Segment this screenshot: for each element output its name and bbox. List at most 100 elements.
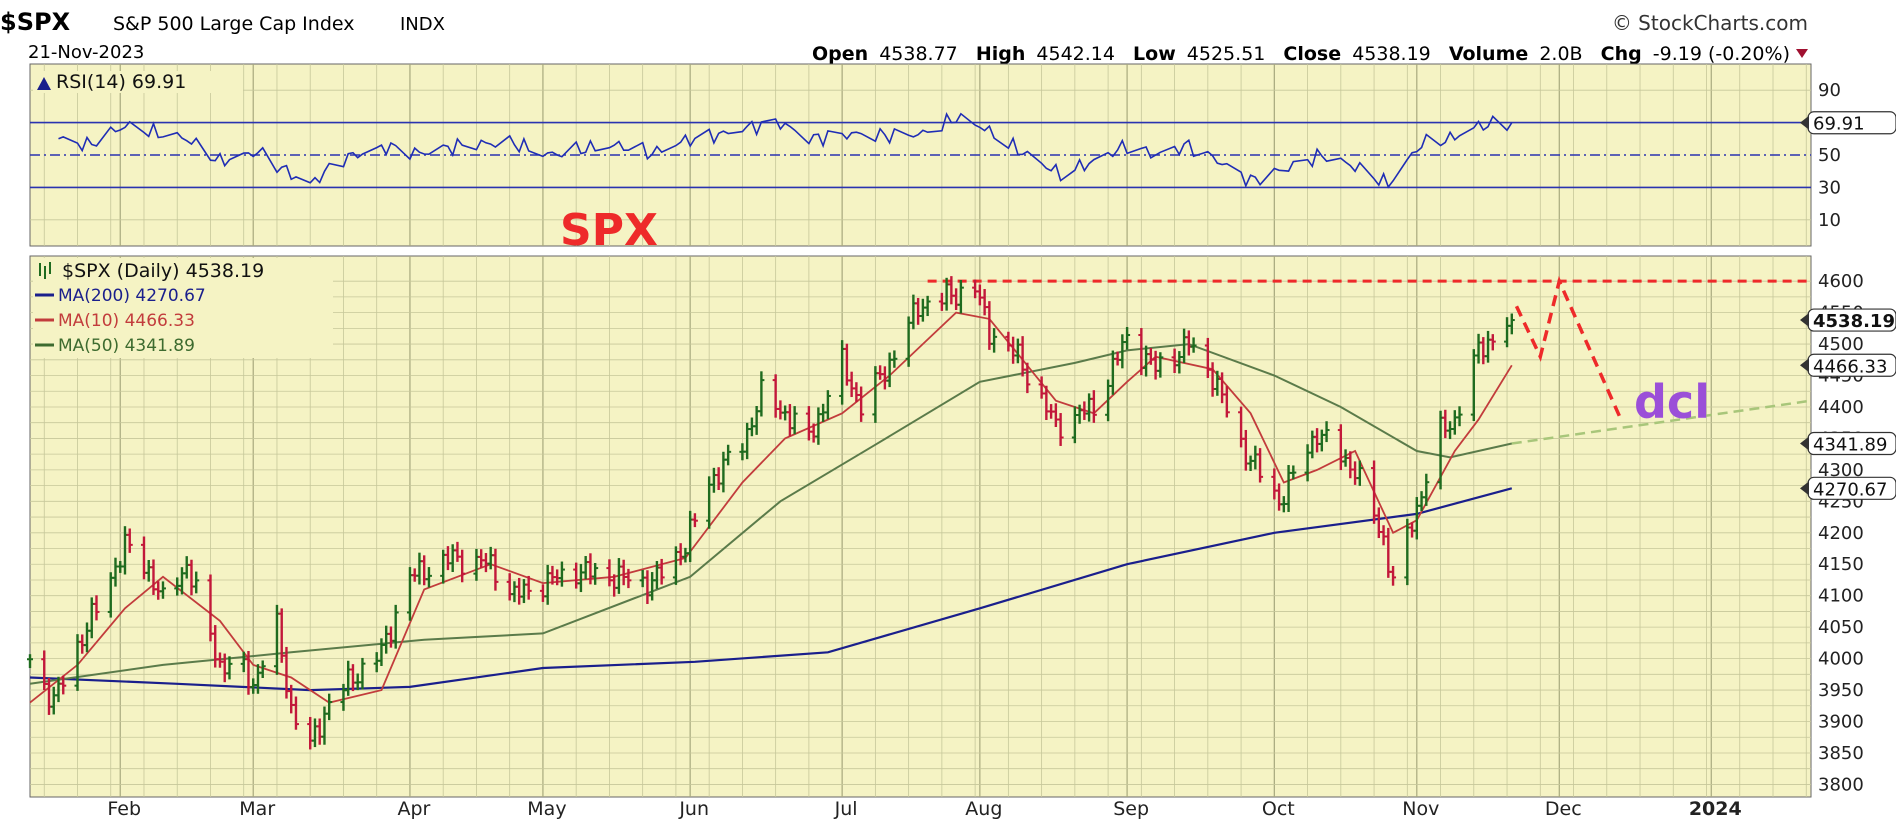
volume-label: Volume — [1449, 43, 1528, 65]
rsi-tick-label: 10 — [1818, 210, 1841, 231]
price-bar — [392, 604, 399, 649]
projection-path — [1514, 275, 1623, 421]
close-label: Close — [1283, 43, 1341, 65]
x-tick-label: Nov — [1402, 798, 1439, 819]
price-bar — [1090, 390, 1097, 423]
price-bar — [525, 575, 532, 600]
value-badges: 69.91 4538.19 4466.33 4341.89 4270.67 — [1800, 111, 1896, 500]
rsi-tick-label: 50 — [1818, 145, 1841, 166]
price-bar — [1157, 352, 1164, 378]
price-bar — [292, 696, 299, 730]
volume-value: 2.0B — [1539, 43, 1582, 65]
price-bar — [1190, 337, 1197, 353]
x-tick-label: Dec — [1545, 798, 1582, 819]
rsi-line — [58, 112, 1513, 189]
rsi-legend: RSI(14) 69.91 — [56, 71, 186, 93]
rsi-y-axis: 10 30 50 90 — [1818, 80, 1841, 231]
rsi-badge: 69.91 — [1813, 114, 1865, 135]
price-bar — [1489, 334, 1496, 351]
ohlc-line: Open 4538.77 High 4542.14 Low 4525.51 Cl… — [812, 43, 1790, 65]
ma10-line — [29, 311, 1513, 704]
price-tick-label: 4500 — [1818, 334, 1864, 355]
price-bar — [1323, 421, 1330, 443]
price-bar — [425, 567, 432, 588]
price-tick-label: 3850 — [1818, 743, 1864, 764]
exchange: INDX — [400, 14, 445, 35]
price-bar — [592, 563, 599, 585]
price-bar — [625, 568, 632, 589]
chg-label: Chg — [1601, 43, 1642, 65]
price-bar — [891, 350, 898, 368]
index-name: S&P 500 Large Cap Index — [113, 13, 355, 35]
price-y-axis: 3800385039003950400040504100415042004250… — [1818, 271, 1864, 795]
price-badge: 4341.89 — [1813, 435, 1887, 456]
price-tick-label: 4000 — [1818, 649, 1864, 670]
price-bar — [1356, 460, 1363, 486]
price-bar — [824, 390, 831, 420]
rsi-tick-label: 90 — [1818, 80, 1841, 101]
ma50-line — [29, 343, 1513, 685]
down-arrow-icon — [1796, 49, 1808, 58]
x-tick-label: Jul — [834, 798, 858, 819]
rsi-badge-pointer — [1800, 115, 1809, 130]
price-bar — [791, 406, 798, 435]
x-tick-label: Mar — [239, 798, 275, 819]
price-badge-pointer — [1800, 313, 1809, 328]
legend-ma10: MA(10) 4466.33 — [58, 311, 195, 331]
price-bar — [691, 513, 698, 528]
price-bars — [27, 276, 1515, 750]
x-tick-label: May — [527, 798, 566, 819]
price-bar — [991, 328, 998, 353]
price-bar — [459, 549, 466, 583]
dcl-annotation: dcl — [1634, 375, 1710, 429]
x-tick-label: Oct — [1262, 798, 1295, 819]
price-badge: 4466.33 — [1813, 356, 1887, 377]
price-tick-label: 4600 — [1818, 271, 1864, 292]
low-label: Low — [1133, 43, 1176, 65]
price-bar — [558, 561, 565, 587]
price-bar — [1124, 327, 1131, 350]
price-bar — [1223, 385, 1230, 418]
price-tick-label: 4150 — [1818, 554, 1864, 575]
price-bar — [658, 558, 665, 585]
price-tick-label: 3950 — [1818, 680, 1864, 701]
price-tick-label: 4400 — [1818, 397, 1864, 418]
rsi-tick-label: 30 — [1818, 177, 1841, 198]
ma200-line — [29, 487, 1513, 692]
x-tick-label: Aug — [965, 798, 1002, 819]
price-bar — [924, 295, 931, 317]
x-tick-label: Apr — [398, 798, 431, 819]
low-value: 4525.51 — [1187, 43, 1266, 65]
x-tick-label: Feb — [107, 798, 141, 819]
price-bar — [1024, 362, 1031, 394]
price-bar — [27, 654, 33, 669]
price-tick-label: 4300 — [1818, 460, 1864, 481]
price-bar — [126, 528, 133, 553]
price-bar — [60, 675, 67, 695]
price-legend: $SPX (Daily) 4538.19 MA(200) 4270.67 MA(… — [35, 260, 264, 356]
date: 21-Nov-2023 — [28, 42, 144, 63]
price-tick-label: 4100 — [1818, 586, 1864, 607]
price-bar — [1290, 465, 1297, 480]
x-tick-label: 2024 — [1689, 798, 1742, 819]
spx-annotation: SPX — [560, 205, 658, 256]
x-axis: Feb Mar Apr May Jun Jul Aug Sep Oct Nov Dec 2024 — [107, 798, 1741, 819]
x-tick-label: Sep — [1113, 798, 1149, 819]
price-bar — [858, 386, 865, 422]
bars-icon — [39, 262, 51, 279]
price-bar — [359, 657, 366, 690]
high-value: 4542.14 — [1036, 43, 1115, 65]
price-tick-label: 4050 — [1818, 617, 1864, 638]
rsi-reference-lines — [30, 121, 1811, 189]
price-bar — [326, 693, 333, 721]
price-bar — [193, 571, 200, 594]
price-badge-pointer — [1800, 481, 1809, 496]
x-tick-label: Jun — [678, 798, 709, 819]
rsi-legend-bg — [33, 71, 243, 93]
price-badge-pointer — [1800, 358, 1809, 373]
price-tick-label: 3900 — [1818, 712, 1864, 733]
symbol: $SPX — [0, 8, 71, 36]
high-label: High — [976, 43, 1026, 65]
legend-ma50: MA(50) 4341.89 — [58, 336, 195, 356]
